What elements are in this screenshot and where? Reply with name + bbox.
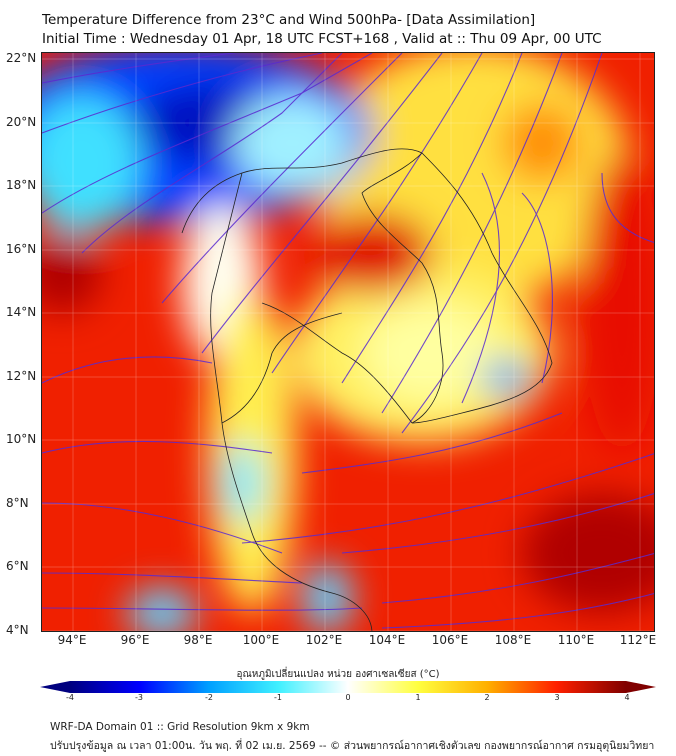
colorbar-tick: 1 bbox=[415, 693, 421, 702]
gridlines bbox=[42, 53, 654, 631]
chart-subtitle: Initial Time : Wednesday 01 Apr, 18 UTC … bbox=[42, 31, 602, 47]
colorbar-tick: 0 bbox=[345, 693, 351, 702]
lat-label: 4°N bbox=[6, 623, 29, 637]
wind-streamlines bbox=[42, 53, 654, 629]
lon-label: 110°E bbox=[557, 633, 595, 647]
lon-label: 104°E bbox=[368, 633, 406, 647]
lon-label: 98°E bbox=[183, 633, 213, 647]
lat-label: 12°N bbox=[6, 369, 37, 383]
lon-label: 102°E bbox=[305, 633, 343, 647]
lat-label: 14°N bbox=[6, 305, 37, 319]
lon-label: 108°E bbox=[494, 633, 532, 647]
lat-label: 10°N bbox=[6, 432, 37, 446]
lat-label: 16°N bbox=[6, 242, 37, 256]
lon-label: 94°E bbox=[57, 633, 87, 647]
country-borders bbox=[181, 148, 553, 631]
lat-label: 8°N bbox=[6, 496, 29, 510]
colorbar-tick: -1 bbox=[274, 693, 282, 702]
lat-label: 6°N bbox=[6, 559, 29, 573]
footer-credit: ปรับปรุงข้อมูล ณ เวลา 01:00น. วัน พฤ. ที… bbox=[50, 740, 655, 752]
lon-label: 106°E bbox=[431, 633, 469, 647]
colorbar-title: อุณหภูมิเปลี่ยนแปลง หน่วย องศาเซลเซียส (… bbox=[236, 669, 440, 680]
footer-model-info: WRF-DA Domain 01 :: Grid Resolution 9km … bbox=[50, 721, 310, 733]
colorbar-tick: -2 bbox=[205, 693, 213, 702]
lat-label: 18°N bbox=[6, 178, 37, 192]
lon-label: 96°E bbox=[120, 633, 150, 647]
colorbar-tick: 3 bbox=[554, 693, 560, 702]
lat-label: 22°N bbox=[6, 51, 37, 65]
lat-label: 20°N bbox=[6, 115, 37, 129]
colorbar-tick: 2 bbox=[484, 693, 490, 702]
chart-title: Temperature Difference from 23°C and Win… bbox=[42, 12, 536, 28]
colorbar-tick: 4 bbox=[624, 693, 630, 702]
colorbar bbox=[40, 681, 656, 693]
lon-label: 112°E bbox=[619, 633, 657, 647]
colorbar-tick: -4 bbox=[66, 693, 74, 702]
temperature-wind-map[interactable] bbox=[41, 52, 655, 632]
colorbar-tick: -3 bbox=[135, 693, 143, 702]
lon-label: 100°E bbox=[242, 633, 280, 647]
